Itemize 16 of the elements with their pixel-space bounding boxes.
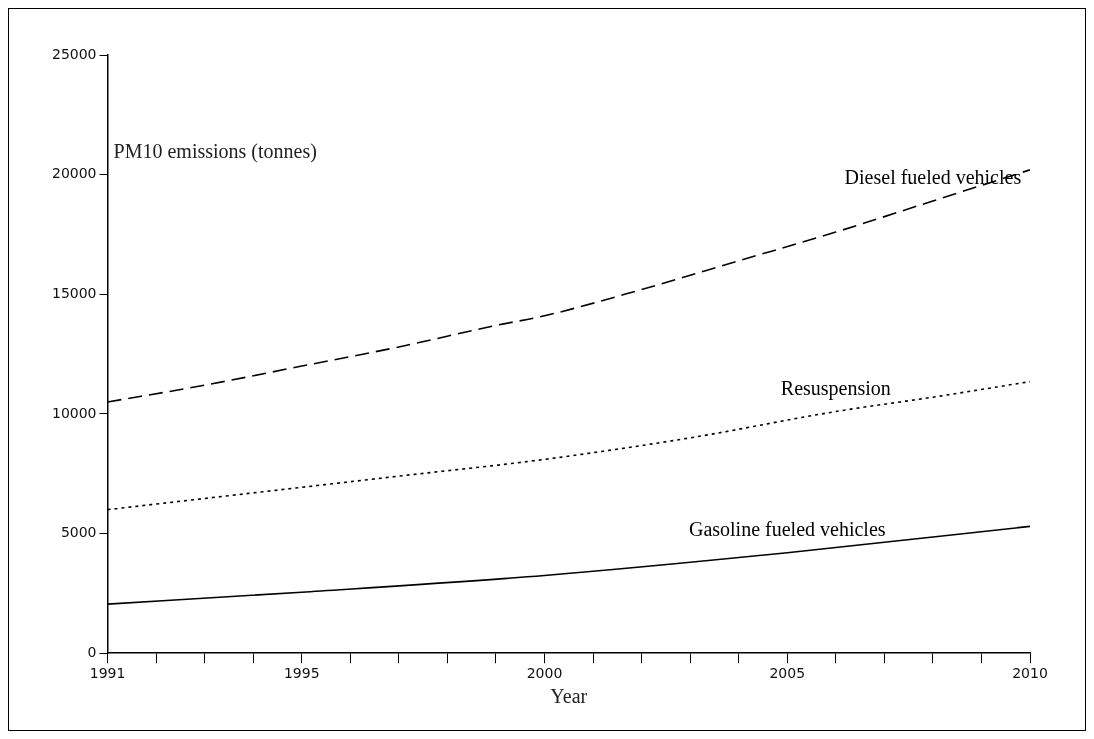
x-tick-label: 1995 [283,665,320,682]
x-axis-title: Year [550,685,588,708]
y-tick-label: 5000 [60,524,97,541]
y-tick-label: 15000 [51,284,97,301]
x-tick-label: 2010 [1012,665,1048,682]
series-label: Diesel fueled vehicles [844,166,1022,189]
y-axis-title: PM10 emissions (tonnes) [113,139,317,163]
y-tick-label: 25000 [51,45,97,62]
y-tick-label: 20000 [51,165,97,182]
y-tick-label: 0 [87,643,97,660]
x-tick-label: 1991 [89,665,126,682]
x-tick-label: 2000 [526,665,563,682]
x-tick-label: 2005 [769,665,806,682]
series-label: Gasoline fueled vehicles [688,517,886,540]
y-tick-label: 10000 [51,404,97,421]
series-label: Resuspension [780,376,891,400]
